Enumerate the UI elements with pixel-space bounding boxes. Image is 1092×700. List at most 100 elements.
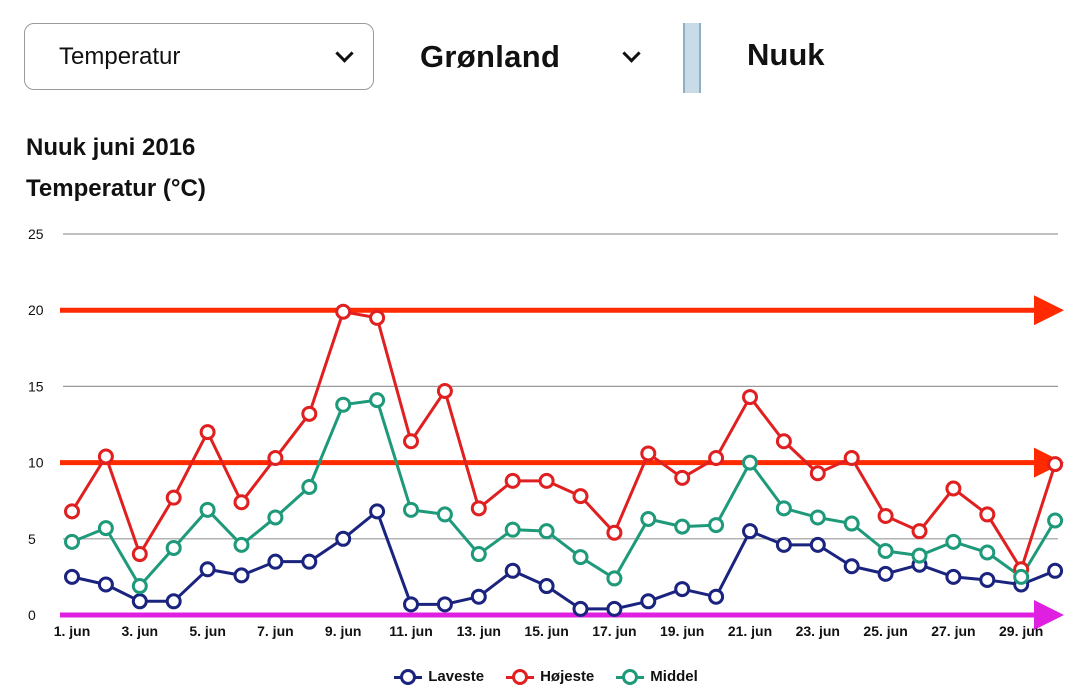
x-tick-label: 21. jun xyxy=(728,623,772,639)
y-tick-label: 25 xyxy=(28,226,44,242)
data-point xyxy=(97,448,114,465)
legend-label: Højeste xyxy=(540,668,595,685)
data-point xyxy=(606,600,623,617)
data-point xyxy=(877,507,894,524)
data-point xyxy=(572,488,589,505)
data-point xyxy=(877,565,894,582)
x-tick-label: 3. jun xyxy=(122,623,159,639)
data-point xyxy=(301,478,318,495)
data-point xyxy=(979,544,996,561)
data-point xyxy=(1047,456,1064,473)
data-point xyxy=(945,480,962,497)
y-tick-label: 10 xyxy=(28,455,44,471)
data-point xyxy=(640,510,657,527)
y-tick-label: 5 xyxy=(28,531,36,547)
data-point xyxy=(775,536,792,553)
data-point xyxy=(470,546,487,563)
data-point xyxy=(538,523,555,540)
legend-dot xyxy=(622,668,639,685)
data-point xyxy=(538,578,555,595)
data-point xyxy=(708,450,725,467)
x-tick-label: 15. jun xyxy=(524,623,568,639)
data-point xyxy=(436,596,453,613)
x-tick-label: 1. jun xyxy=(54,623,91,639)
data-point xyxy=(674,581,691,598)
data-point xyxy=(369,309,386,326)
data-point xyxy=(708,517,725,534)
data-point xyxy=(267,553,284,570)
data-point xyxy=(1047,562,1064,579)
x-tick-label: 17. jun xyxy=(592,623,636,639)
x-tick-label: 7. jun xyxy=(257,623,294,639)
data-point xyxy=(708,588,725,605)
data-point xyxy=(504,562,521,579)
data-point xyxy=(1047,512,1064,529)
data-point xyxy=(267,509,284,526)
data-point xyxy=(640,593,657,610)
legend-item[interactable]: Laveste xyxy=(394,668,484,685)
legend-item[interactable]: Middel xyxy=(616,668,698,685)
legend-dot xyxy=(512,668,529,685)
data-point xyxy=(165,593,182,610)
data-point xyxy=(843,450,860,467)
data-point xyxy=(233,536,250,553)
data-point xyxy=(369,392,386,409)
data-point xyxy=(233,494,250,511)
data-point xyxy=(97,576,114,593)
data-point xyxy=(945,533,962,550)
data-point xyxy=(64,533,80,550)
data-point xyxy=(572,549,589,566)
data-point xyxy=(809,465,826,482)
data-point xyxy=(301,405,318,422)
city-name: Nuuk xyxy=(747,37,825,72)
data-point xyxy=(267,450,284,467)
x-tick-label: 27. jun xyxy=(931,623,975,639)
data-point xyxy=(877,542,894,559)
data-point xyxy=(538,472,555,489)
data-point xyxy=(403,501,419,518)
region-dropdown[interactable]: Grønland xyxy=(420,23,650,90)
data-point xyxy=(131,578,148,595)
data-point xyxy=(403,433,419,450)
chart-subtitle: Temperatur (°C) xyxy=(26,175,206,202)
data-point xyxy=(335,303,352,320)
data-point xyxy=(979,571,996,588)
chevron-down-icon xyxy=(622,44,641,63)
toolbar-divider xyxy=(683,23,701,93)
x-tick-label: 25. jun xyxy=(863,623,907,639)
data-point xyxy=(809,536,826,553)
y-tick-label: 15 xyxy=(28,378,44,394)
legend-marker xyxy=(394,668,423,685)
legend-label: Laveste xyxy=(428,668,485,685)
x-tick-label: 13. jun xyxy=(457,623,501,639)
data-point xyxy=(131,546,148,563)
parameter-dropdown[interactable]: Temperatur xyxy=(24,23,374,90)
data-point xyxy=(199,424,216,441)
data-point xyxy=(1013,568,1030,585)
data-point xyxy=(233,567,250,584)
data-point xyxy=(470,588,487,605)
data-point xyxy=(606,524,623,541)
chart-title: Nuuk juni 2016 xyxy=(26,134,196,161)
data-point xyxy=(674,518,691,535)
data-point xyxy=(64,503,80,520)
legend-item[interactable]: Højeste xyxy=(506,668,594,685)
legend-dot xyxy=(400,668,417,685)
data-point xyxy=(674,469,691,486)
data-point xyxy=(945,568,962,585)
x-tick-label: 19. jun xyxy=(660,623,704,639)
legend-marker xyxy=(616,668,645,685)
data-point xyxy=(335,396,352,413)
data-point xyxy=(742,389,758,406)
series-line-højeste xyxy=(70,310,1057,571)
y-tick-label: 0 xyxy=(28,607,36,623)
data-point xyxy=(199,501,216,518)
chart-legend: Laveste Højeste Middel xyxy=(0,668,1092,685)
data-point xyxy=(165,539,182,556)
data-point xyxy=(199,561,216,578)
data-point xyxy=(911,547,928,564)
x-tick-label: 9. jun xyxy=(325,623,362,639)
data-point xyxy=(809,509,826,526)
data-point xyxy=(335,530,352,547)
data-point xyxy=(165,489,182,506)
